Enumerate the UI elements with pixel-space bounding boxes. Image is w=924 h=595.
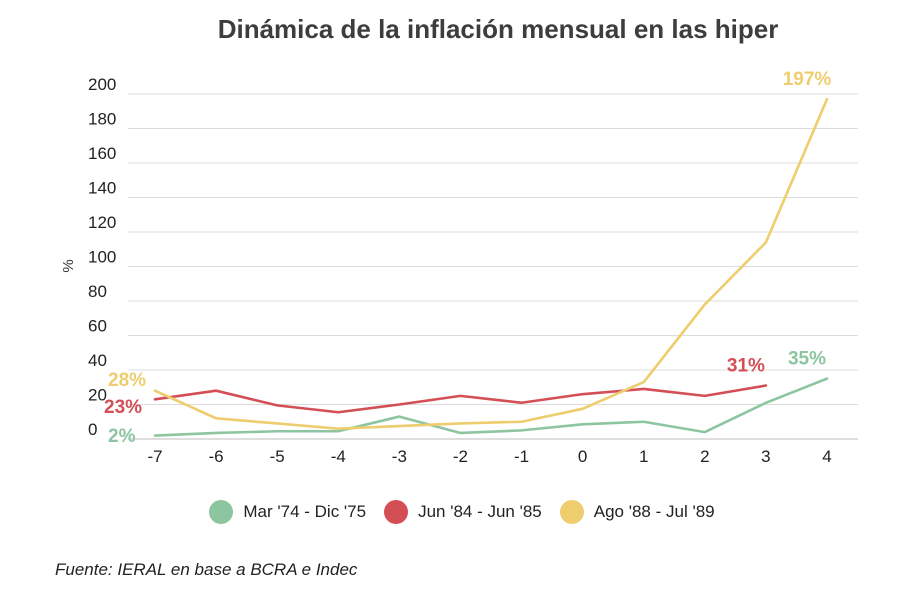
- chart-title: Dinámica de la inflación mensual en las …: [217, 14, 779, 44]
- y-tick-label: 0: [88, 420, 97, 439]
- x-tick-label: -2: [453, 447, 468, 466]
- y-tick-label: 80: [88, 282, 107, 301]
- legend-label: Mar '74 - Dic '75: [243, 502, 367, 521]
- x-tick-label: 2: [700, 447, 709, 466]
- x-tick-label: 0: [578, 447, 587, 466]
- y-axis-ticks: 0 20 40 60 80 100 120 140 160 180 200: [88, 75, 116, 439]
- y-tick-label: 180: [88, 110, 116, 129]
- y-tick-label: 140: [88, 179, 116, 198]
- series-line: [153, 384, 768, 414]
- y-tick-label: 120: [88, 213, 116, 232]
- end-value-label: 31%: [727, 356, 765, 377]
- legend: Mar '74 - Dic '75 Jun '84 - Jun '85 Ago '8…: [0, 500, 924, 524]
- x-tick-label: -3: [392, 447, 407, 466]
- y-tick-label: 40: [88, 351, 107, 370]
- legend-marker: [384, 500, 409, 524]
- legend-item: Jun '84 - Jun '85: [384, 500, 542, 524]
- source-note: Fuente: IERAL en base a BCRA e Indec: [55, 560, 358, 579]
- y-tick-label: 20: [88, 386, 107, 405]
- legend-label: Jun '84 - Jun '85: [418, 502, 542, 521]
- legend-marker: [559, 500, 584, 524]
- x-axis-ticks: -7 -6 -5 -4 -3 -2 -1 0 1 2 3 4: [147, 447, 831, 466]
- series-lines: [153, 97, 829, 437]
- y-tick-label: 100: [88, 248, 116, 267]
- end-value-label: 35%: [788, 349, 826, 370]
- x-tick-label: -7: [147, 447, 162, 466]
- legend-item: Mar '74 - Dic '75: [209, 500, 366, 524]
- legend-label: Ago '88 - Jul '89: [593, 502, 715, 521]
- series-line: [153, 97, 829, 430]
- start-value-label: 2%: [108, 426, 136, 447]
- series-line: [153, 377, 829, 437]
- value-labels: 2% 35% 23% 31% 28% 197%: [104, 69, 831, 447]
- x-tick-label: 4: [822, 447, 831, 466]
- y-axis-label: %: [60, 259, 77, 272]
- start-value-label: 23%: [104, 397, 142, 418]
- y-tick-label: 60: [88, 317, 107, 336]
- x-tick-label: -4: [331, 447, 346, 466]
- grid-lines: [128, 93, 858, 440]
- y-tick-label: 200: [88, 75, 116, 94]
- x-tick-label: -1: [514, 447, 529, 466]
- start-value-label: 28%: [108, 370, 146, 391]
- x-tick-label: 1: [639, 447, 648, 466]
- x-tick-label: -5: [270, 447, 285, 466]
- end-value-label: 197%: [783, 69, 832, 90]
- x-tick-label: 3: [761, 447, 770, 466]
- legend-marker: [209, 500, 234, 524]
- legend-item: Ago '88 - Jul '89: [559, 500, 715, 524]
- x-tick-label: -6: [209, 447, 224, 466]
- y-tick-label: 160: [88, 144, 116, 163]
